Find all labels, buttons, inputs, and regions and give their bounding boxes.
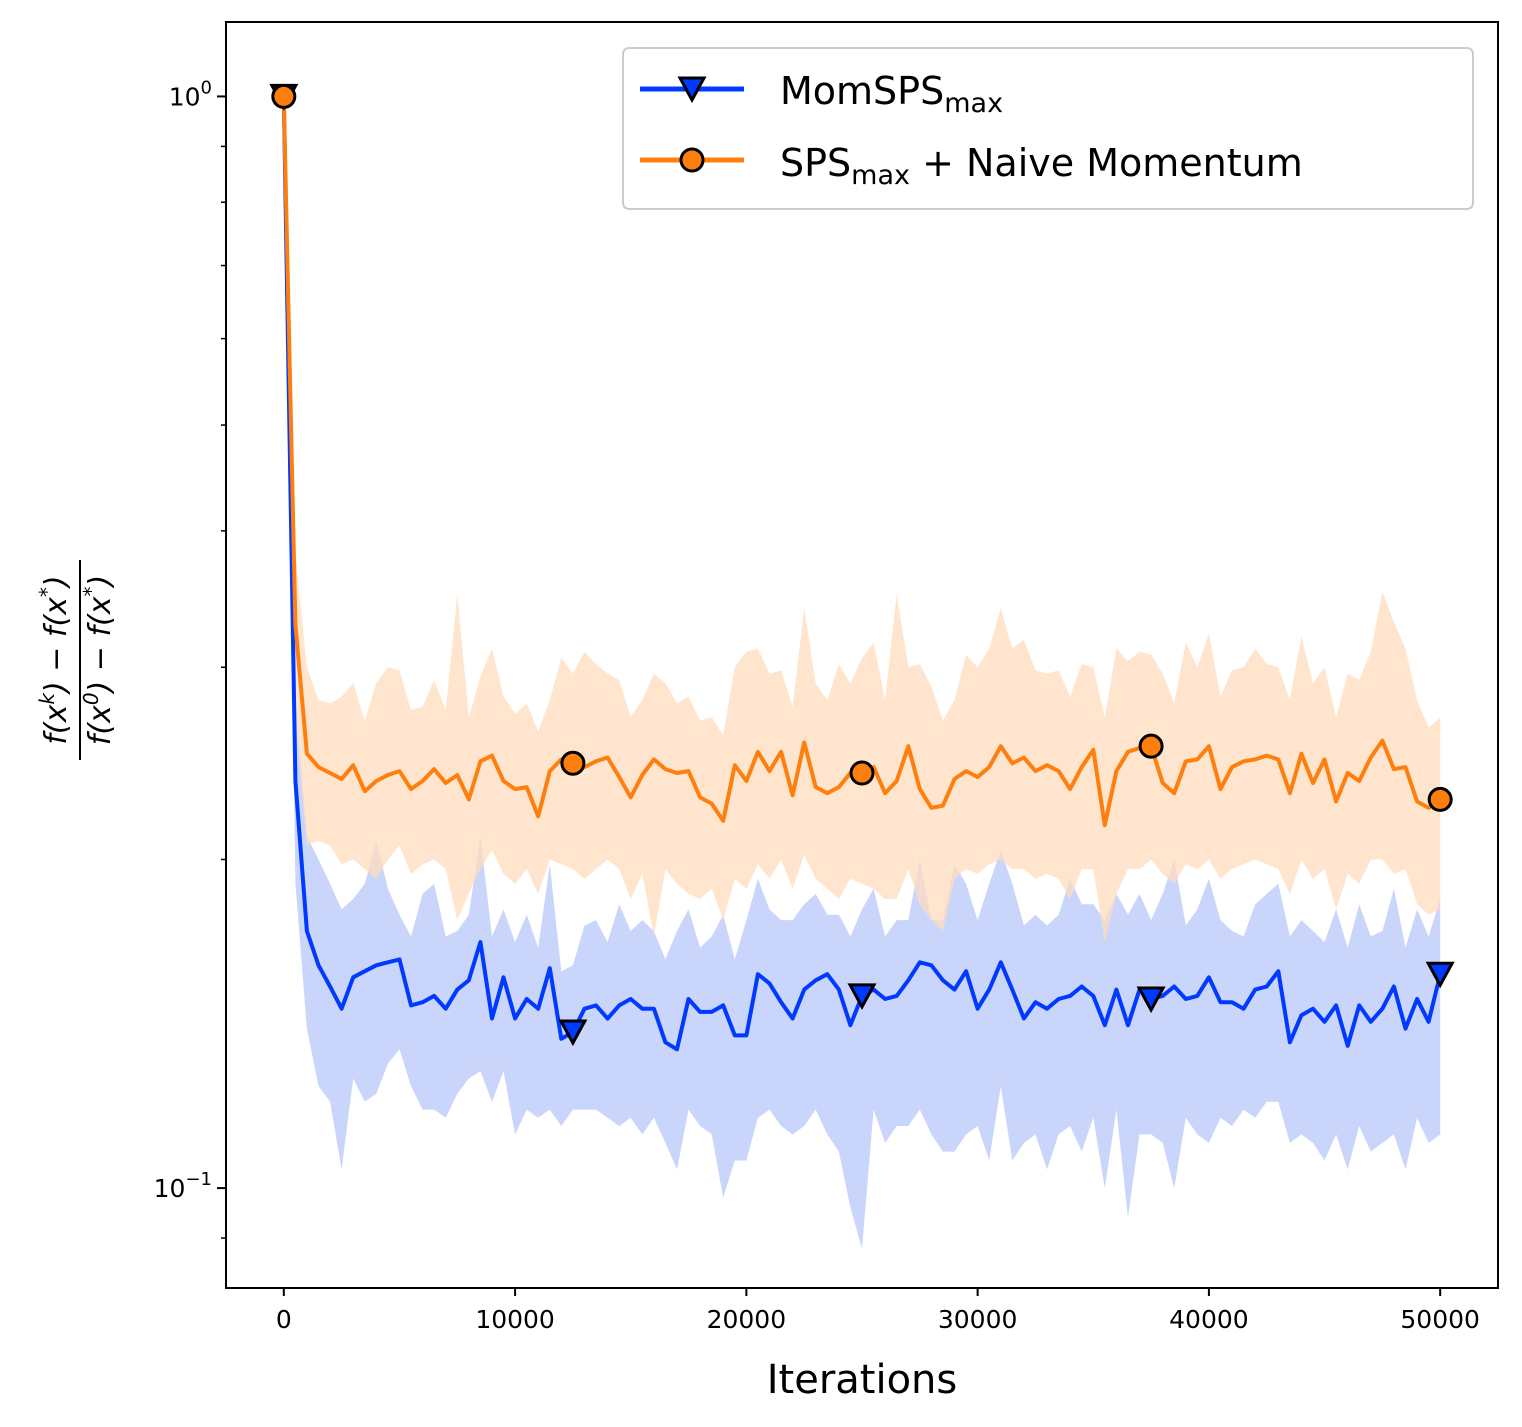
x-tick-label: 0: [276, 1305, 292, 1334]
legend-frame: [622, 47, 1474, 210]
legend-label-sps: SPSmax + Naive Momentum: [780, 141, 1303, 191]
marker-momsps: [558, 1019, 588, 1047]
x-tick-label: 10000: [475, 1305, 555, 1334]
y-label-numerator: f(xk) − f(x*): [35, 575, 74, 744]
marker-sps: [1427, 786, 1453, 812]
y-axis: 10−1 100: [154, 77, 226, 1239]
x-tick-label: 50000: [1400, 1305, 1480, 1334]
x-tick-label: 40000: [1169, 1305, 1249, 1334]
x-axis: 0 10000 20000 30000 40000 50000: [276, 1288, 1480, 1334]
x-tick-label: 20000: [707, 1305, 787, 1334]
band-sps: [283, 96, 1441, 943]
legend-circle-marker-icon: [679, 147, 705, 173]
legend: MomSPSmax SPSmax + Naive Momentum: [622, 47, 1474, 210]
marker-sps: [849, 760, 875, 786]
x-tick-label: 30000: [938, 1305, 1018, 1334]
marker-sps: [1138, 733, 1164, 759]
legend-label-momsps: MomSPSmax: [780, 69, 1003, 119]
marker-momsps: [1425, 961, 1455, 989]
y-axis-label: f(xk) − f(x*) f(x0) − f(x*): [35, 560, 118, 760]
y-tick-label: 100: [169, 77, 212, 111]
marker-momsps: [1136, 986, 1166, 1014]
band-momsps: [283, 96, 1441, 1249]
marker-sps: [271, 83, 297, 109]
confidence-bands: [283, 96, 1441, 1249]
legend-triangle-marker-icon: [677, 76, 707, 104]
marker-sps: [560, 750, 586, 776]
y-tick-label: 10−1: [154, 1169, 212, 1203]
y-label-denominator: f(x0) − f(x*): [79, 575, 118, 745]
series-markers: [269, 83, 1455, 1047]
marker-momsps: [847, 983, 877, 1010]
plot-area-frame: [225, 21, 1499, 1289]
x-axis-label: Iterations: [767, 1357, 958, 1403]
